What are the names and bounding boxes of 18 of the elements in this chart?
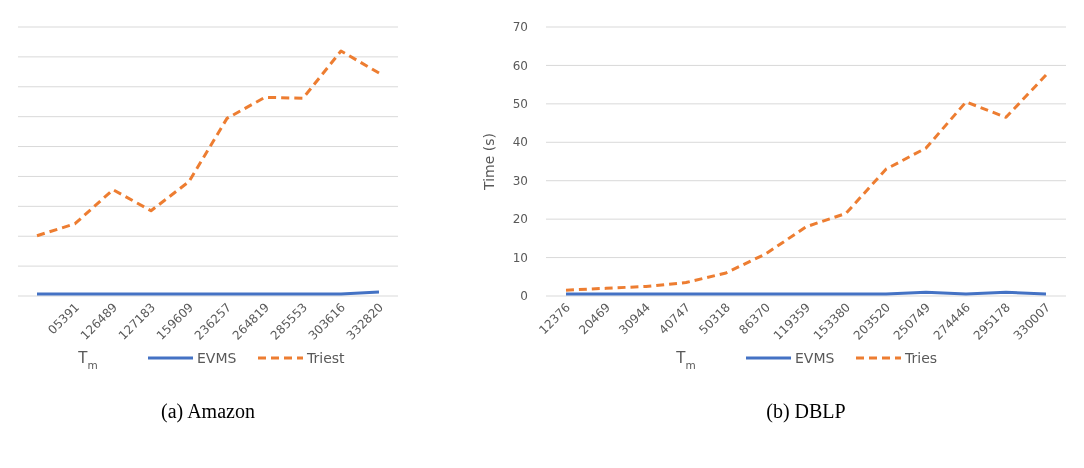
y-tick-label: 30 (512, 173, 528, 188)
y-tick-label: 20 (512, 212, 528, 227)
y-tick-label: 60 (512, 58, 528, 73)
legend-label: Triest (306, 349, 346, 366)
y-tick-label: 0 (520, 289, 528, 304)
y-tick-label: 70 (512, 20, 528, 35)
legend-label: EVMS (795, 349, 835, 366)
legend-label: Tries (904, 349, 938, 366)
x-axis-title: T$_{m}$ (77, 349, 98, 372)
x-axis-title: T$_{m}$ (675, 349, 696, 372)
line-series (564, 73, 1048, 292)
y-axis-title: Time (s) (481, 133, 497, 191)
y-tick-label: 50 (512, 97, 528, 112)
y-tick-label: 10 (512, 250, 528, 265)
y-tick-label: 40 (512, 135, 528, 150)
text: (b) DBLP (766, 400, 846, 423)
legend-label: EVMS (197, 349, 237, 366)
text: (a) Amazon (161, 400, 255, 423)
